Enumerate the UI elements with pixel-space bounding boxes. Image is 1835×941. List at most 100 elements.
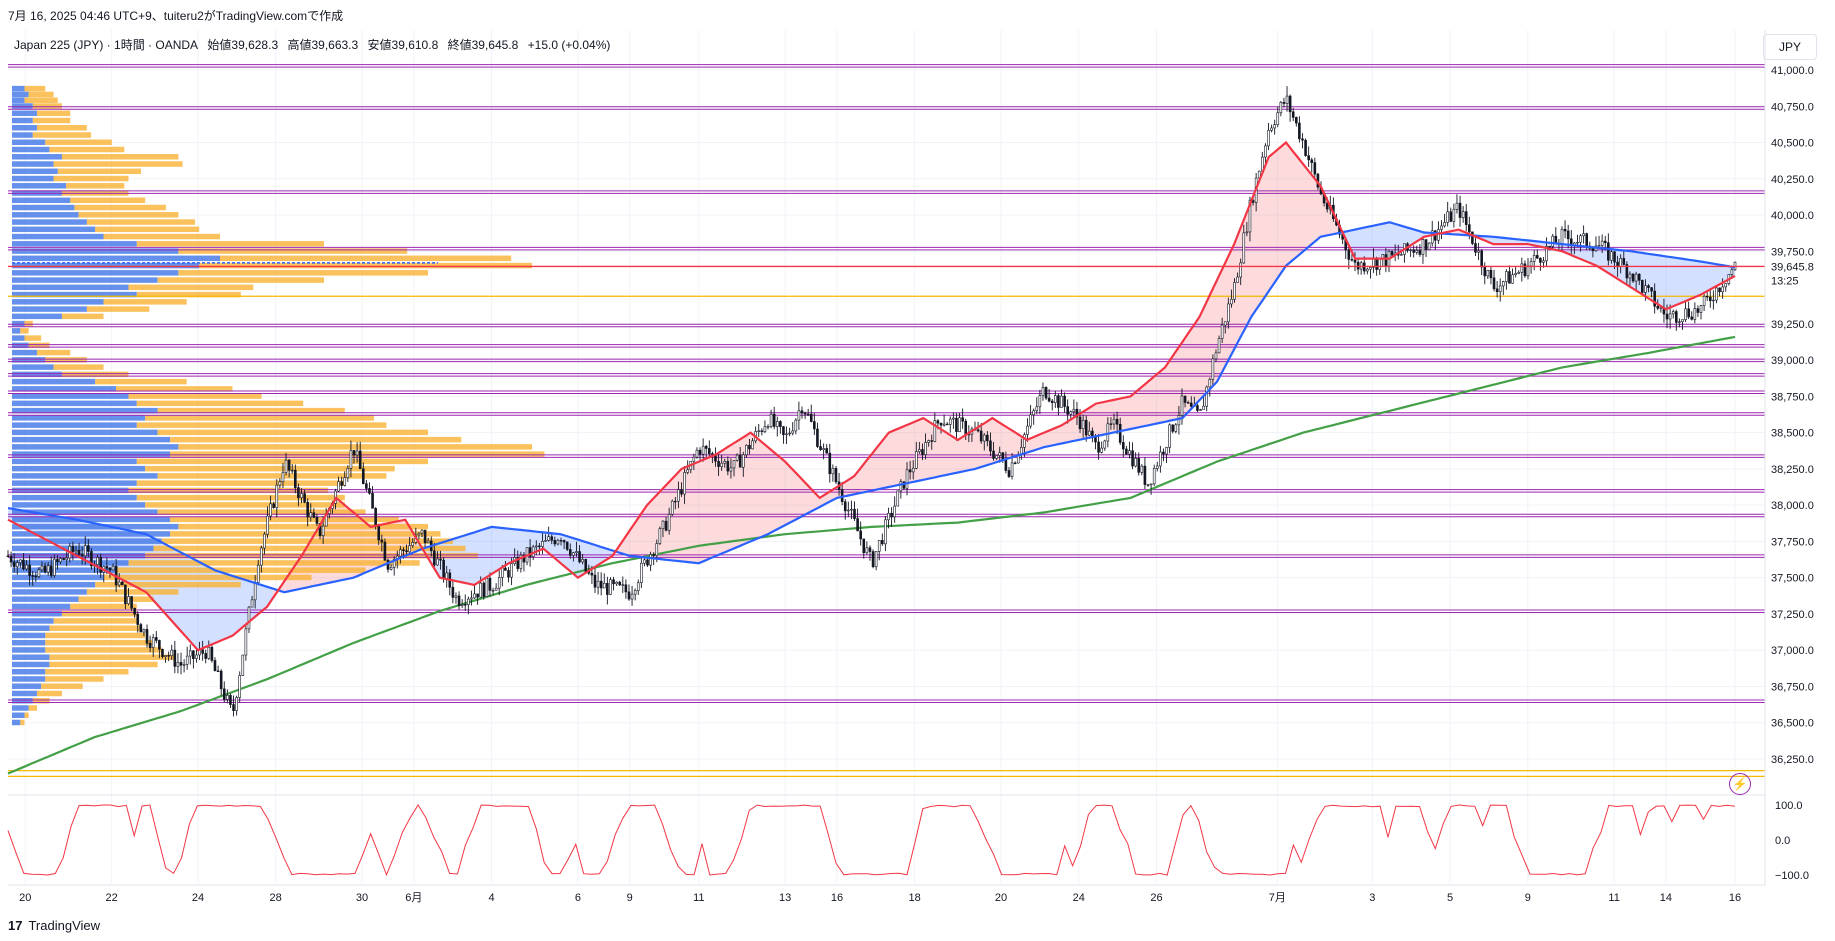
candle-body bbox=[1171, 424, 1175, 432]
vp-bar-up bbox=[61, 371, 129, 378]
candle-body bbox=[788, 432, 791, 435]
vp-bar-up bbox=[45, 676, 104, 682]
candle-body bbox=[1693, 308, 1697, 320]
vp-bar-down bbox=[12, 610, 62, 617]
candle-body bbox=[482, 582, 486, 597]
candle-body bbox=[1721, 286, 1724, 293]
horizontal-levels bbox=[8, 64, 1765, 778]
time-axis[interactable]: 20 22 24 28 30 6月 4 6 9 11 13 16 18 20 24 26 7月 3 5 9 11 14 16 bbox=[19, 892, 1741, 904]
vp-bar-down bbox=[12, 480, 137, 486]
candle-body bbox=[507, 570, 510, 578]
candle-body bbox=[1007, 470, 1011, 477]
candle-body bbox=[1063, 395, 1066, 407]
time-tick-label: 26 bbox=[1150, 892, 1162, 904]
vp-bar-down bbox=[12, 683, 42, 689]
candle-body bbox=[281, 472, 285, 483]
candle-body bbox=[701, 445, 705, 455]
candle-body bbox=[96, 557, 99, 565]
candle-body bbox=[340, 481, 343, 486]
candle-body bbox=[1026, 425, 1029, 435]
candle-body bbox=[1409, 249, 1412, 252]
candle-body bbox=[1424, 239, 1428, 250]
candle-body bbox=[389, 566, 393, 570]
candle-body bbox=[881, 539, 884, 545]
candle-body bbox=[834, 468, 838, 483]
vp-bar-up bbox=[78, 596, 154, 602]
vp-bar-up bbox=[136, 422, 387, 428]
vp-bar-up bbox=[24, 97, 58, 103]
candle-body bbox=[253, 582, 257, 601]
candle-body bbox=[964, 420, 968, 436]
osc-tick-label: 0.0 bbox=[1775, 835, 1790, 847]
vp-bar-up bbox=[32, 117, 71, 124]
candle-body bbox=[87, 545, 90, 552]
vp-bar-down bbox=[12, 97, 25, 103]
candle-body bbox=[1125, 448, 1128, 455]
vp-bar-up bbox=[20, 719, 25, 726]
vp-bar-down bbox=[12, 436, 171, 443]
candle-body bbox=[831, 468, 835, 475]
candle-body bbox=[28, 564, 31, 576]
candle-body bbox=[1118, 423, 1122, 443]
vp-bar-down bbox=[12, 103, 33, 109]
candle-body bbox=[470, 597, 473, 600]
candle-body bbox=[775, 421, 779, 427]
candle-body bbox=[791, 430, 795, 434]
candle-body bbox=[1183, 395, 1187, 403]
time-tick-label: 20 bbox=[19, 892, 31, 904]
vp-bar-down bbox=[12, 538, 162, 544]
candle-body bbox=[1668, 313, 1672, 320]
change-value: +15.0 (+0.04%) bbox=[527, 38, 611, 52]
price-tag-countdown: 13:25 bbox=[1771, 275, 1799, 287]
candle-body bbox=[1081, 419, 1085, 430]
candle-body bbox=[111, 565, 115, 571]
vp-bar-down bbox=[12, 458, 137, 465]
time-tick-label: 24 bbox=[1073, 892, 1085, 904]
candle-body bbox=[170, 649, 174, 656]
candle-body bbox=[692, 456, 696, 462]
candle-body bbox=[1687, 308, 1690, 318]
candle-body bbox=[1724, 283, 1728, 288]
candle-body bbox=[6, 555, 10, 558]
vp-bar-down bbox=[12, 494, 137, 501]
candle-body bbox=[945, 423, 949, 426]
candle-body bbox=[686, 469, 689, 473]
candle-body bbox=[717, 460, 720, 467]
candle-body bbox=[1134, 457, 1137, 467]
vp-bar-up bbox=[36, 690, 62, 697]
candle-body bbox=[918, 449, 921, 452]
vp-bar-down bbox=[12, 255, 220, 262]
vp-bar-down bbox=[12, 248, 179, 254]
candle-body bbox=[1282, 102, 1286, 104]
currency-button[interactable]: JPY bbox=[1763, 34, 1817, 60]
symbol-name[interactable]: Japan 225 (JPY) · 1時間 · OANDA bbox=[14, 38, 199, 52]
time-tick-label: 16 bbox=[831, 892, 843, 904]
tradingview-logo[interactable]: 17 TradingView bbox=[8, 918, 100, 933]
candle-body bbox=[550, 536, 554, 541]
vp-bar-down bbox=[12, 161, 54, 167]
candle-body bbox=[1146, 484, 1150, 486]
candle-body bbox=[760, 430, 764, 432]
lightning-icon[interactable]: ⚡ bbox=[1729, 773, 1751, 795]
candle-body bbox=[77, 550, 81, 555]
candle-body bbox=[1529, 261, 1533, 267]
candle-body bbox=[173, 649, 177, 667]
candle-body bbox=[599, 580, 603, 589]
vp-bar-down bbox=[12, 654, 50, 660]
candle-body bbox=[1480, 250, 1483, 268]
vp-bar-up bbox=[36, 110, 71, 117]
candle-body bbox=[609, 579, 612, 595]
candle-body bbox=[1483, 266, 1487, 277]
vp-bar-up bbox=[49, 654, 175, 660]
vp-bar-up bbox=[41, 683, 83, 689]
price-axis[interactable]: 41,000.0 40,750.0 40,500.0 40,250.0 40,000.0… bbox=[1771, 65, 1814, 766]
candle-body bbox=[803, 412, 807, 415]
candle-body bbox=[640, 562, 643, 583]
candle-body bbox=[782, 426, 785, 436]
candle-body bbox=[1699, 305, 1703, 313]
candle-body bbox=[1517, 271, 1521, 274]
vp-bar-down bbox=[12, 204, 75, 211]
sma-mid-line bbox=[7, 221, 1736, 594]
candle-body bbox=[1298, 122, 1301, 140]
